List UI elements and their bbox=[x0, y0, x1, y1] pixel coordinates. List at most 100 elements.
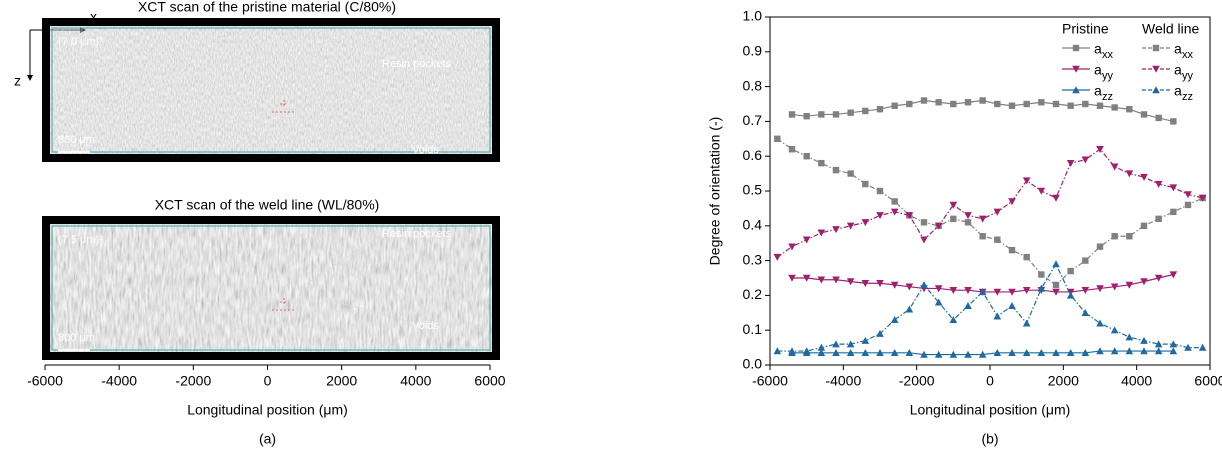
marker bbox=[1008, 102, 1016, 109]
legend-marker bbox=[1152, 65, 1160, 73]
marker bbox=[964, 212, 972, 220]
marker bbox=[1170, 208, 1177, 216]
marker bbox=[861, 336, 870, 344]
marker bbox=[1096, 102, 1104, 109]
marker bbox=[788, 146, 796, 153]
marker bbox=[788, 347, 796, 355]
series-line bbox=[776, 138, 1203, 286]
marker bbox=[1169, 347, 1178, 355]
marker bbox=[1052, 281, 1060, 289]
marker bbox=[802, 347, 811, 355]
marker bbox=[861, 280, 870, 288]
marker bbox=[832, 349, 840, 357]
marker bbox=[832, 276, 840, 284]
marker bbox=[1154, 274, 1163, 282]
marker bbox=[993, 312, 1002, 320]
marker bbox=[1170, 118, 1177, 125]
legend-label: a bbox=[1174, 41, 1182, 57]
marker bbox=[773, 253, 782, 261]
marker bbox=[1022, 319, 1031, 327]
marker bbox=[802, 274, 811, 282]
marker bbox=[802, 236, 811, 244]
legend-marker bbox=[1072, 44, 1080, 52]
marker bbox=[774, 135, 781, 142]
legend-label: a bbox=[1094, 83, 1102, 99]
marker bbox=[1125, 170, 1134, 178]
marker bbox=[832, 166, 840, 174]
marker bbox=[964, 350, 972, 358]
marker bbox=[1008, 288, 1016, 296]
marker bbox=[876, 280, 884, 288]
marker bbox=[905, 212, 914, 220]
legend-label-subscript: zz bbox=[1182, 91, 1193, 103]
marker bbox=[978, 350, 987, 358]
marker bbox=[1037, 187, 1046, 195]
series-line bbox=[777, 262, 1203, 352]
image-title: XCT scan of the pristine material (C/80%… bbox=[138, 0, 396, 15]
y-tick-label: 1.0 bbox=[743, 8, 763, 24]
marker bbox=[1110, 163, 1119, 171]
resolution-label: (7.5 μm)³ bbox=[58, 234, 103, 246]
marker bbox=[993, 208, 1002, 216]
y-tick-label: 0.8 bbox=[743, 77, 763, 93]
marker bbox=[964, 302, 972, 310]
marker bbox=[1081, 349, 1090, 357]
marker bbox=[1081, 309, 1090, 316]
legend-label-subscript: yy bbox=[1182, 70, 1194, 82]
marker bbox=[890, 349, 899, 357]
marker bbox=[1198, 343, 1207, 351]
image-frame bbox=[42, 216, 500, 360]
marker bbox=[817, 349, 826, 357]
legend-marker bbox=[1072, 86, 1080, 94]
marker bbox=[788, 243, 796, 251]
marker bbox=[993, 288, 1002, 296]
marker bbox=[1140, 173, 1148, 181]
legend-title: Weld line bbox=[1142, 21, 1200, 37]
legend-marker bbox=[1152, 44, 1160, 52]
y-tick-label: 0.3 bbox=[743, 251, 763, 267]
marker bbox=[1067, 102, 1074, 109]
marker bbox=[1081, 286, 1090, 294]
marker bbox=[817, 276, 826, 284]
marker bbox=[891, 102, 898, 109]
marker bbox=[994, 100, 1001, 108]
crosshair bbox=[272, 298, 296, 311]
marker bbox=[876, 212, 884, 220]
marker bbox=[832, 340, 840, 348]
marker bbox=[1066, 159, 1075, 167]
annotation-line bbox=[299, 235, 381, 289]
marker bbox=[1037, 284, 1046, 292]
marker bbox=[1169, 184, 1178, 192]
marker bbox=[891, 198, 898, 205]
marker bbox=[1140, 336, 1148, 344]
marker bbox=[847, 109, 854, 116]
x-tick-label: -2000 bbox=[175, 373, 211, 389]
marker bbox=[1155, 215, 1162, 223]
x-tick-label: 6000 bbox=[1194, 373, 1222, 389]
panel-caption: (a) bbox=[259, 431, 276, 447]
marker bbox=[1082, 257, 1089, 264]
marker bbox=[1140, 347, 1148, 355]
marker bbox=[1052, 100, 1060, 108]
marker bbox=[1126, 106, 1133, 113]
direction-label: z bbox=[14, 73, 21, 89]
marker bbox=[1096, 347, 1104, 355]
marker bbox=[1198, 194, 1207, 202]
marker bbox=[1125, 333, 1134, 341]
marker bbox=[1096, 243, 1104, 250]
marker bbox=[1038, 271, 1045, 278]
marker bbox=[861, 349, 870, 357]
image-inner-frame bbox=[51, 225, 491, 351]
marker bbox=[1140, 222, 1148, 229]
xct-image bbox=[46, 22, 496, 158]
y-tick-label: 0.2 bbox=[743, 286, 763, 302]
marker bbox=[934, 350, 943, 358]
image-inner-frame bbox=[51, 27, 491, 153]
marker bbox=[846, 349, 855, 357]
y-axis-title: Degree of orientation (-) bbox=[707, 117, 723, 266]
y-tick-label: 0.9 bbox=[743, 43, 763, 59]
marker bbox=[1066, 349, 1075, 357]
marker bbox=[1008, 198, 1016, 206]
image-title: XCT scan of the weld line (WL/80%) bbox=[155, 197, 380, 213]
